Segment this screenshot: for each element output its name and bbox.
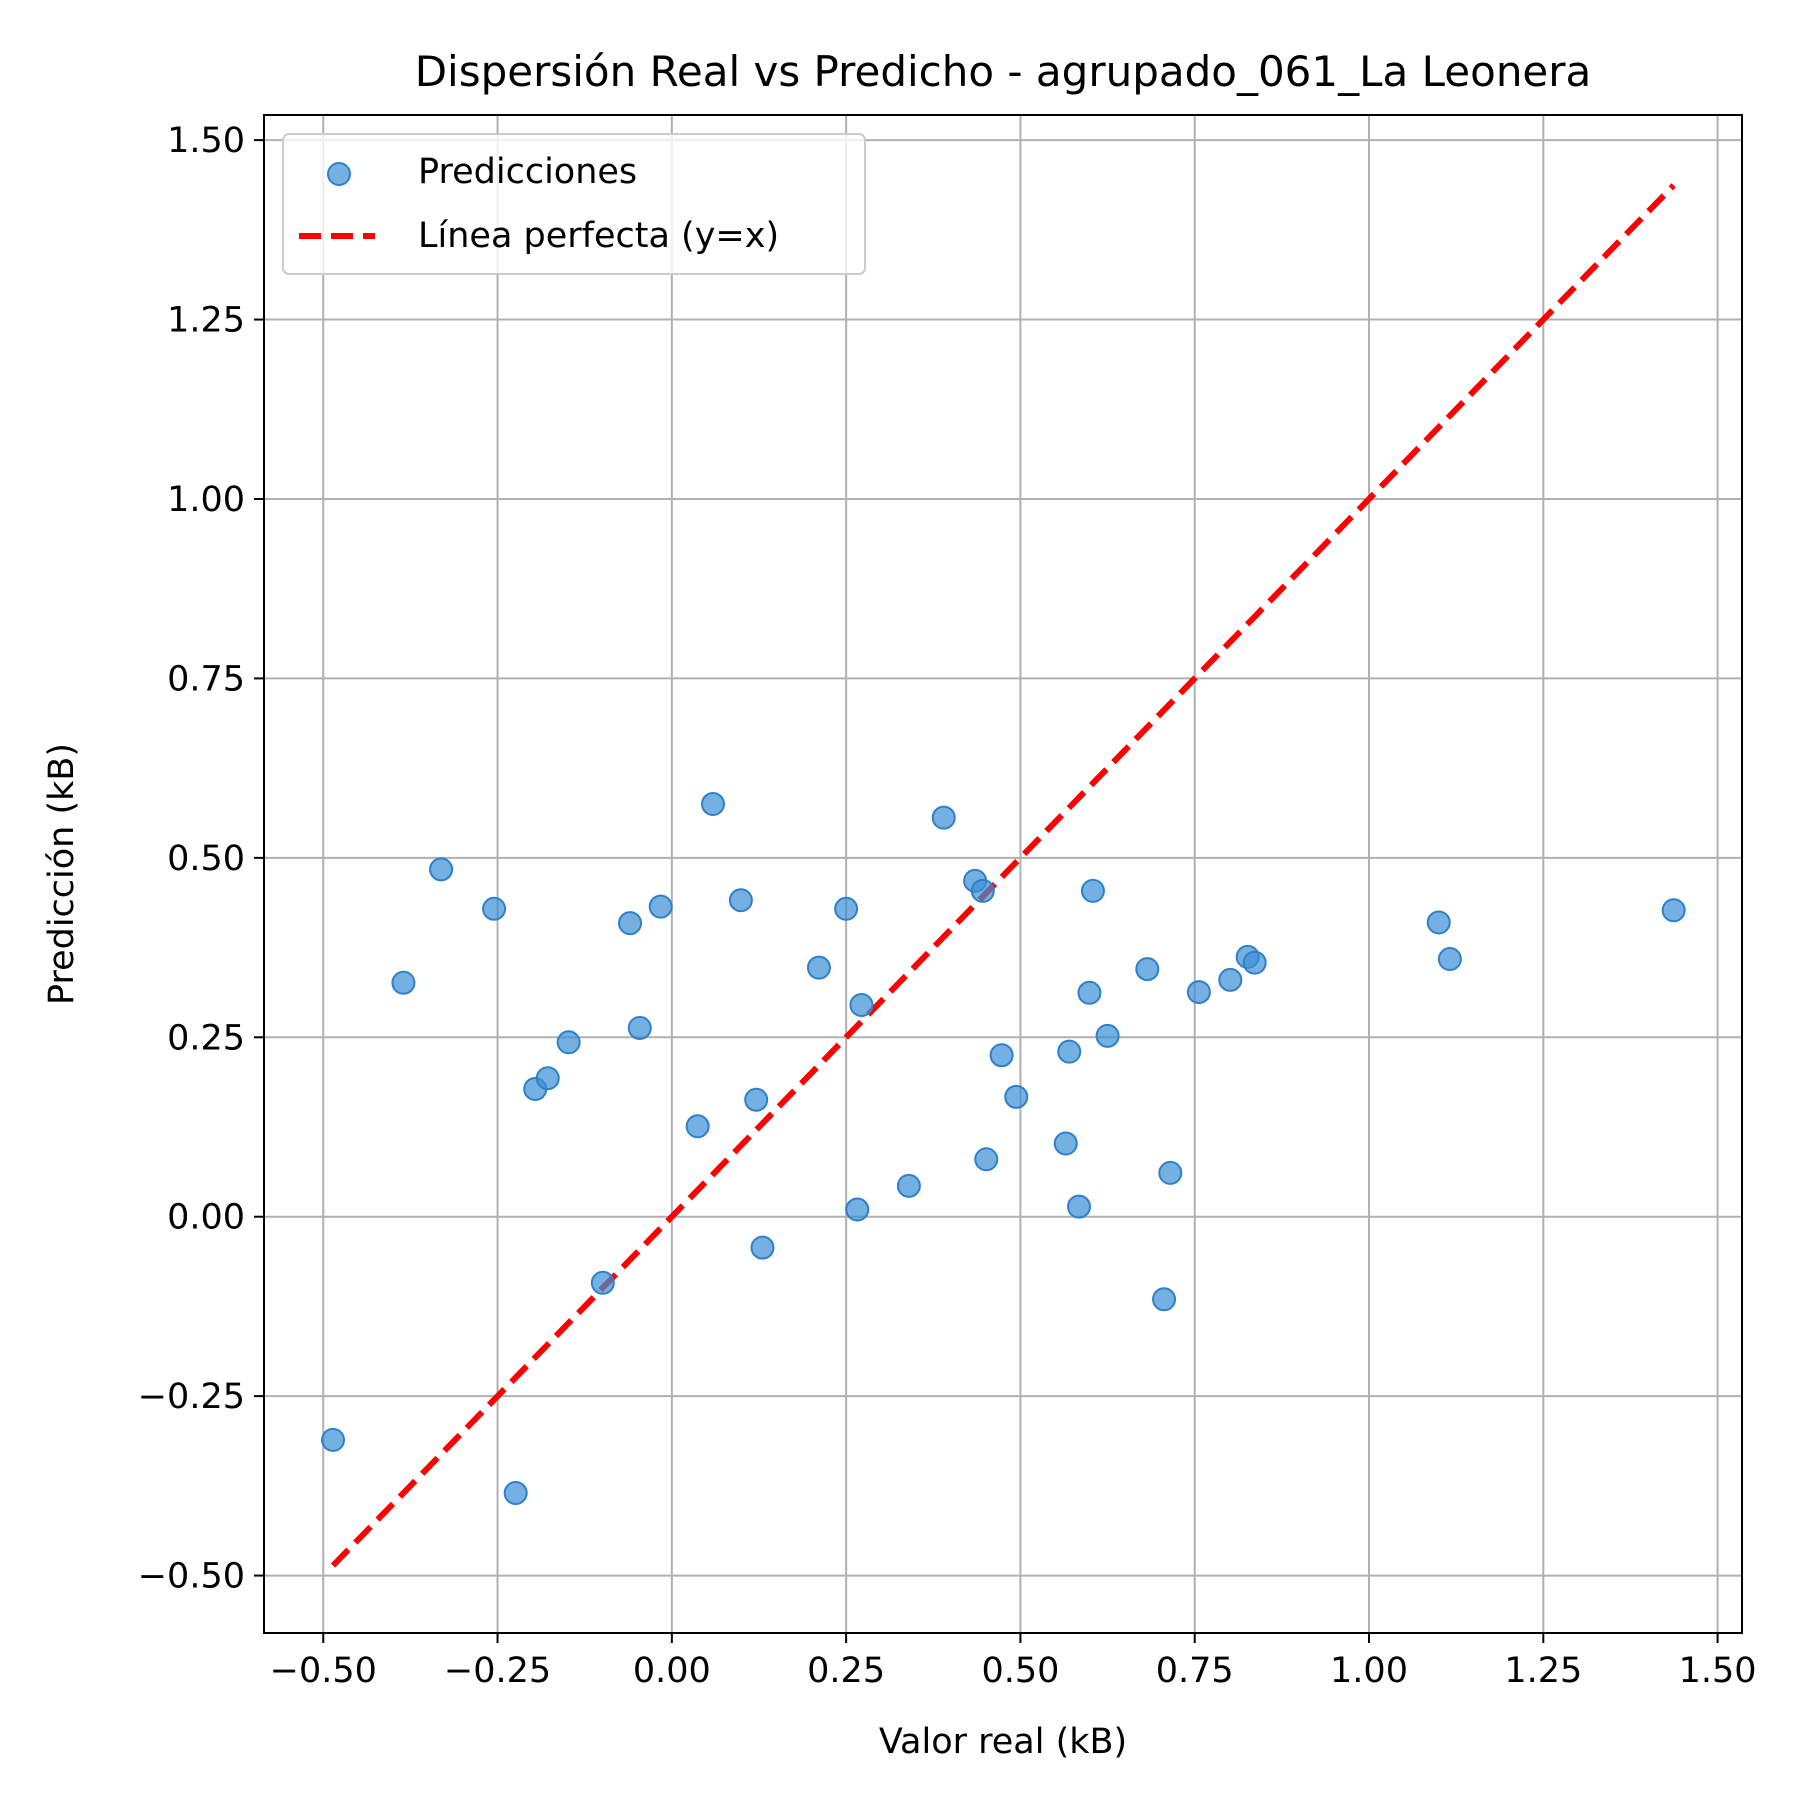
data-point <box>1661 898 1686 923</box>
y-tick-label: 0.25 <box>167 1018 245 1058</box>
data-point <box>970 878 995 903</box>
x-tick-label: −0.25 <box>444 1651 551 1691</box>
data-point <box>974 1147 999 1172</box>
x-tick-label: −0.50 <box>270 1651 377 1691</box>
data-point <box>744 1087 769 1112</box>
y-tick-label: 0.00 <box>167 1198 245 1238</box>
x-tick-label: 0.00 <box>633 1651 711 1691</box>
data-point <box>806 955 831 980</box>
legend-box <box>282 133 866 275</box>
data-point <box>1095 1023 1120 1048</box>
data-point <box>1135 957 1160 982</box>
data-point <box>391 970 416 995</box>
y-axis-ticks: −0.50 −0.25 0.00 0.25 0.50 0.75 1.00 1.25 1.50 <box>138 121 264 1597</box>
data-point <box>1426 910 1451 935</box>
legend: Predicciones Línea perfecta (y=x) <box>282 133 866 275</box>
perfect-line <box>330 183 1676 1568</box>
data-point <box>834 896 859 921</box>
data-point <box>1242 950 1267 975</box>
data-point <box>750 1235 775 1260</box>
legend-marker-predicciones <box>327 162 351 186</box>
data-point <box>685 1114 710 1139</box>
y-tick-label: 1.00 <box>167 480 245 520</box>
x-tick-label: 1.50 <box>1679 1651 1757 1691</box>
x-axis-label: Valor real (kB) <box>879 1722 1127 1762</box>
data-point <box>1066 1194 1091 1219</box>
data-point <box>1077 980 1102 1005</box>
x-axis-ticks: −0.50 −0.25 0.00 0.25 0.50 0.75 1.00 1.25 1.50 <box>270 1633 1757 1691</box>
y-tick-label: −0.25 <box>138 1377 245 1417</box>
perfect-line-layer <box>330 183 1676 1568</box>
data-point <box>989 1043 1014 1068</box>
data-point <box>849 992 874 1017</box>
data-point <box>590 1270 615 1295</box>
plot-frame <box>263 114 1743 1634</box>
y-tick-label: 0.75 <box>167 659 245 699</box>
data-point <box>429 857 454 882</box>
data-point <box>1437 947 1462 972</box>
x-tick-label: 1.25 <box>1504 1651 1582 1691</box>
y-tick-label: −0.50 <box>138 1557 245 1597</box>
y-tick-label: 1.25 <box>167 301 245 341</box>
grid <box>264 115 1742 1633</box>
data-point <box>1004 1084 1029 1109</box>
data-point <box>1158 1160 1183 1185</box>
legend-label-linea-perfecta: Línea perfecta (y=x) <box>418 216 779 256</box>
data-point <box>503 1481 528 1506</box>
chart-title: Dispersión Real vs Predicho - agrupado_0… <box>415 47 1592 96</box>
legend-label-predicciones: Predicciones <box>418 152 637 192</box>
data-point <box>648 894 673 919</box>
data-point <box>1218 967 1243 992</box>
x-tick-label: 1.00 <box>1330 1651 1408 1691</box>
data-point <box>931 805 956 830</box>
data-point <box>321 1427 346 1452</box>
data-point <box>700 792 725 817</box>
x-tick-label: 0.25 <box>807 1651 885 1691</box>
y-tick-label: 0.50 <box>167 839 245 879</box>
data-point <box>1152 1287 1177 1312</box>
data-point <box>535 1066 560 1091</box>
data-point <box>1186 980 1211 1005</box>
x-tick-label: 0.50 <box>981 1651 1059 1691</box>
prediction-points <box>321 792 1686 1506</box>
data-point <box>618 911 643 936</box>
data-point <box>845 1197 870 1222</box>
data-point <box>482 896 507 921</box>
data-point <box>627 1015 652 1040</box>
data-point <box>1057 1039 1082 1064</box>
data-point <box>896 1173 921 1198</box>
x-tick-label: 0.75 <box>1156 1651 1234 1691</box>
data-point <box>556 1030 581 1055</box>
y-tick-label: 1.50 <box>167 121 245 161</box>
data-point <box>1080 878 1105 903</box>
y-axis-label: Predicción (kB) <box>42 743 82 1005</box>
data-point <box>1053 1131 1078 1156</box>
data-point <box>728 888 753 913</box>
